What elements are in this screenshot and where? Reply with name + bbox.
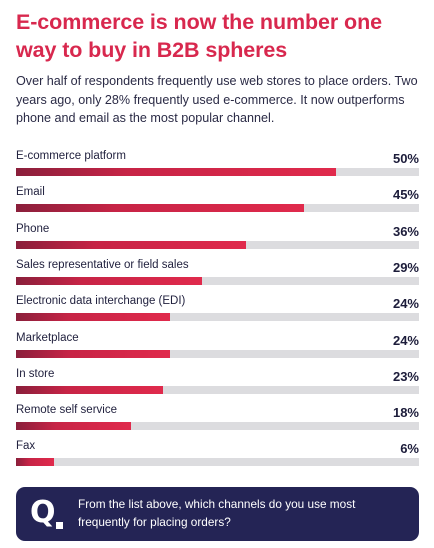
question-box: Q From the list above, which channels do…: [16, 487, 419, 541]
bar: [16, 458, 54, 467]
question-text: From the list above, which channels do y…: [78, 497, 356, 529]
channel-bar-chart: E-commerce platform 50% Email 45% Phone 36% Sa…: [16, 150, 419, 470]
bar-track: [16, 422, 419, 431]
bar-value-label: 6%: [400, 441, 419, 457]
chart-row: Electronic data interchange (EDI) 24%: [16, 295, 419, 331]
bar-value-label: 24%: [392, 332, 419, 348]
bar-track: [16, 168, 419, 176]
bar-value-label: 18%: [392, 405, 419, 421]
chart-row: Phone 36%: [16, 223, 419, 259]
bar-track: [16, 349, 419, 358]
bar-value-label: 50%: [392, 151, 419, 166]
page-title: E-commerce is now the number one way to …: [16, 10, 382, 62]
bar-category-label: Electronic data interchange (EDI): [16, 295, 186, 308]
bar-category-label: E-commerce platform: [16, 150, 126, 162]
chart-row: Marketplace 24%: [16, 332, 419, 368]
bar: [16, 204, 304, 213]
bar-value-label: 23%: [392, 368, 419, 384]
chart-row: E-commerce platform 50%: [16, 150, 419, 186]
bar-track: [16, 240, 419, 249]
chart-row: Fax 6%: [16, 440, 419, 476]
bar-track: [16, 458, 419, 467]
chart-row: Remote self service 18%: [16, 404, 419, 440]
bar-value-label: 36%: [392, 223, 419, 239]
intro-paragraph: Over half of respondents frequently use …: [16, 74, 418, 125]
question-dot: [56, 522, 63, 529]
bar: [16, 313, 170, 322]
bar-category-label: Phone: [16, 222, 50, 235]
bar-value-label: 45%: [392, 187, 419, 203]
bar-category-label: Email: [16, 186, 45, 199]
bar: [16, 276, 202, 285]
chart-row: In store 23%: [16, 368, 419, 404]
bar: [16, 349, 170, 358]
bar-track: [16, 313, 419, 322]
bar-track: [16, 204, 419, 213]
chart-row: Sales representative or field sales 29%: [16, 259, 419, 295]
bar-category-label: Remote self service: [16, 404, 117, 417]
bar-value-label: 29%: [392, 259, 419, 275]
bar-category-label: In store: [16, 367, 55, 380]
bar: [16, 168, 336, 176]
bar-value-label: 24%: [392, 296, 419, 312]
bar: [16, 240, 246, 249]
bar-category-label: Sales representative or field sales: [16, 258, 189, 271]
bar-track: [16, 276, 419, 285]
chart-row: Email 45%: [16, 186, 419, 222]
bar: [16, 422, 131, 431]
bar: [16, 385, 163, 394]
bar-category-label: Marketplace: [16, 331, 79, 344]
bar-category-label: Fax: [16, 440, 36, 453]
bar-track: [16, 385, 419, 394]
question-mark-icon: Q: [30, 495, 56, 530]
